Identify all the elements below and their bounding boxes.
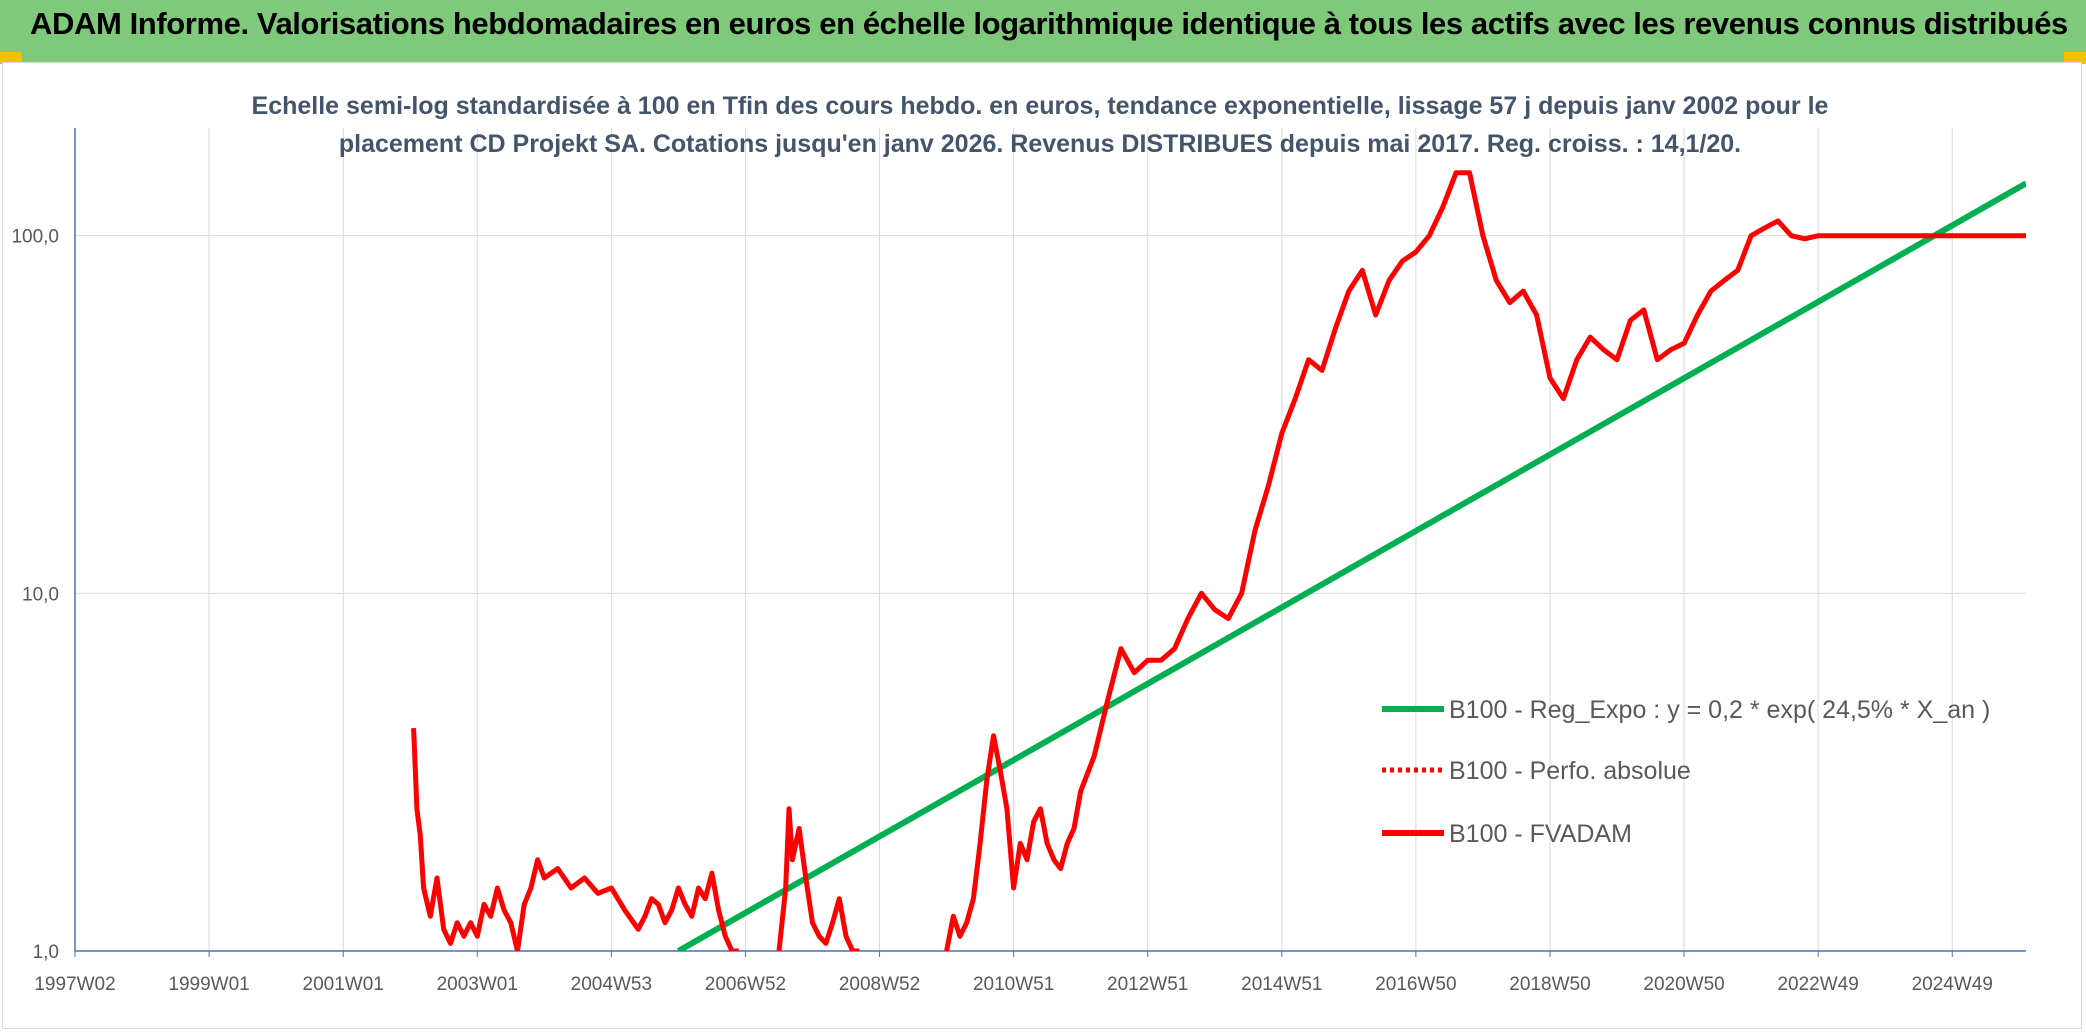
legend-label-fvadam: B100 - FVADAM bbox=[1449, 820, 1632, 848]
y-tick-label-0: 1,0 bbox=[33, 942, 59, 963]
y-tick-labels: 1,0 10,0 100,0 bbox=[11, 227, 59, 963]
series-line-fvadam-segment-0 bbox=[411, 727, 739, 951]
x-tick-label-0: 1997W02 bbox=[34, 974, 115, 995]
x-tick-label-4: 2004W53 bbox=[571, 974, 652, 995]
report-banner: ADAM Informe. Valorisations hebdomadaire… bbox=[0, 0, 2086, 64]
x-tick-label-8: 2012W51 bbox=[1107, 974, 1188, 995]
axes bbox=[74, 128, 2026, 952]
x-tick-label-14: 2024W49 bbox=[1912, 974, 1993, 995]
x-tick-label-13: 2022W49 bbox=[1777, 974, 1858, 995]
banner-corner-left bbox=[0, 52, 22, 64]
gridlines bbox=[74, 128, 2026, 952]
series-line-fvadam-segment-2 bbox=[944, 170, 2026, 951]
x-tick-label-3: 2003W01 bbox=[437, 974, 518, 995]
x-tick-label-7: 2010W51 bbox=[973, 974, 1054, 995]
x-tick-label-9: 2014W51 bbox=[1241, 974, 1322, 995]
series-line-regression bbox=[676, 180, 2026, 951]
series-line-fvadam-segment-1 bbox=[776, 806, 860, 951]
x-tick-label-10: 2016W50 bbox=[1375, 974, 1456, 995]
y-tick-label-2: 100,0 bbox=[11, 227, 59, 248]
x-tick-label-6: 2008W52 bbox=[839, 974, 920, 995]
chart-title-line-1: Echelle semi-log standardisée à 100 en T… bbox=[252, 92, 1829, 120]
chart-title-line-2: placement CD Projekt SA. Cotations jusqu… bbox=[339, 130, 1741, 158]
legend-label-perfo: B100 - Perfo. absolue bbox=[1449, 757, 1691, 785]
report-title: ADAM Informe. Valorisations hebdomadaire… bbox=[30, 6, 2068, 41]
banner-corner-right bbox=[2064, 52, 2086, 64]
x-tick-label-11: 2018W50 bbox=[1509, 974, 1590, 995]
series-lines bbox=[411, 170, 2026, 951]
legend-label-regression: B100 - Reg_Expo : y = 0,2 * exp( 24,5% *… bbox=[1449, 696, 1990, 724]
legend: B100 - Reg_Expo : y = 0,2 * exp( 24,5% *… bbox=[1382, 696, 1990, 848]
x-tick-label-1: 1999W01 bbox=[168, 974, 249, 995]
x-tick-label-5: 2006W52 bbox=[705, 974, 786, 995]
x-tick-labels: 1997W02 1999W01 2001W01 2003W01 2004W53 2006W… bbox=[34, 951, 1993, 995]
chart-frame bbox=[2, 62, 2082, 1029]
x-tick-label-2: 2001W01 bbox=[303, 974, 384, 995]
x-tick-label-12: 2020W50 bbox=[1643, 974, 1724, 995]
y-tick-label-1: 10,0 bbox=[22, 584, 59, 605]
